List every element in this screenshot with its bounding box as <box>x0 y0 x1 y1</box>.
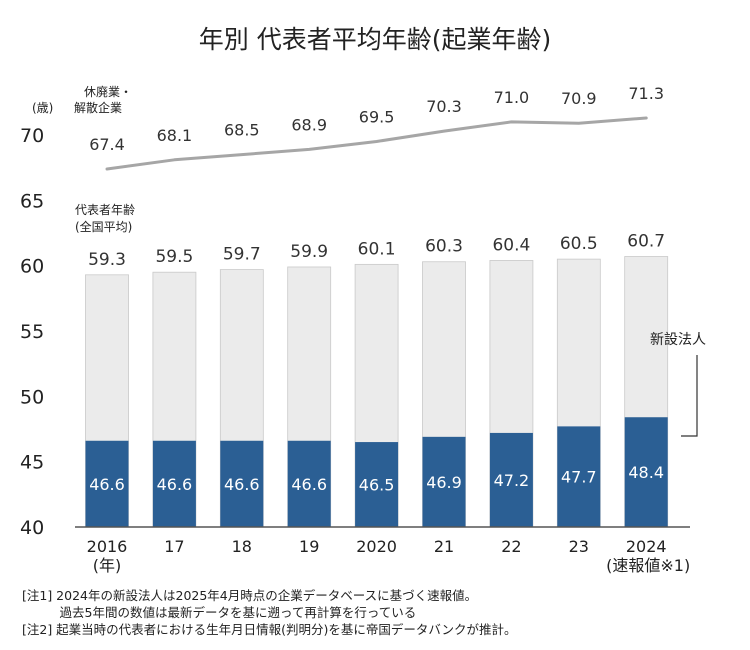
x-tick-label: 22 <box>501 537 521 556</box>
national-average-label: 59.3 <box>88 250 126 270</box>
legend-national-label: 代表者年齢 (全国平均) <box>75 202 139 234</box>
legend-closure-label: 休廃業・ 解散企業 <box>74 84 136 115</box>
legend-closure-line-1: 休廃業・ <box>84 84 132 99</box>
x-tick-label: 19 <box>299 537 319 556</box>
closure-line-label: 68.9 <box>291 115 327 134</box>
closure-line-label: 69.5 <box>359 108 395 127</box>
x-tick-sublabel: (速報値※1) <box>606 556 690 575</box>
x-tick-label: 2024 <box>626 537 667 556</box>
closure-line-path <box>105 116 648 171</box>
legend-new-corp-leader <box>681 355 698 437</box>
closure-line-label: 67.4 <box>89 135 125 154</box>
closure-line-label: 70.3 <box>426 97 462 116</box>
national-average-label: 60.7 <box>627 232 665 252</box>
closure-line-label: 68.5 <box>224 121 260 140</box>
y-tick-label: 50 <box>20 386 44 408</box>
x-tick-label: 18 <box>232 537 252 556</box>
new-corp-bars: 46.6 46.6 46.6 46.6 46.5 46.9 47.2 47.7 48.4 <box>85 417 668 527</box>
new-corp-bar <box>624 417 668 527</box>
new-corp-bar <box>489 432 533 527</box>
note-1: [注1] 2024年の新設法人は2025年4月時点の企業データベースに基づく速報… <box>22 588 478 603</box>
y-tick-label: 60 <box>20 256 44 278</box>
new-corp-bar <box>85 440 129 527</box>
national-average-label: 59.5 <box>155 247 193 267</box>
new-corp-bar <box>152 440 196 527</box>
x-tick-label: 2016 <box>87 537 128 556</box>
new-corp-label: 47.7 <box>561 468 597 487</box>
new-corp-bar <box>557 426 601 527</box>
new-corp-label: 46.9 <box>426 473 462 492</box>
national-average-label: 60.1 <box>358 239 396 259</box>
note-1-continued: 過去5年間の数値は最新データを基に遡って再計算を行っている <box>22 605 417 620</box>
new-corp-label: 46.6 <box>291 475 327 494</box>
note-2: [注2] 起業当時の代表者における生年月日情報(判明分)を基に帝国データバンクが… <box>22 622 517 637</box>
new-corp-bar <box>220 440 264 527</box>
x-tick-label: 17 <box>164 537 184 556</box>
y-tick-label: 45 <box>20 452 44 474</box>
y-tick-label: 65 <box>20 190 44 212</box>
national-average-label: 59.9 <box>290 242 328 262</box>
national-average-label: 60.3 <box>425 237 463 257</box>
new-corp-label: 46.6 <box>89 475 125 494</box>
closure-line-label: 68.1 <box>157 126 193 145</box>
y-tick-label: 40 <box>20 517 44 539</box>
new-corp-label: 48.4 <box>628 463 664 482</box>
x-tick-sublabel: (年) <box>93 556 122 575</box>
closure-line-label: 70.9 <box>561 89 597 108</box>
national-average-label: 60.4 <box>492 235 530 255</box>
closure-line-label: 71.3 <box>628 84 664 103</box>
new-corp-bar <box>287 440 331 527</box>
x-tick-label: 21 <box>434 537 454 556</box>
y-tick-label: 55 <box>20 321 44 343</box>
legend-new-corp-label: 新設法人 <box>650 332 706 348</box>
legend-closure-line-2: 解散企業 <box>74 100 122 115</box>
legend-national-line-2: (全国平均) <box>75 219 132 234</box>
new-corp-bar <box>355 442 399 527</box>
new-corp-bar <box>422 436 466 527</box>
x-tick-label: 2020 <box>356 537 397 556</box>
new-corp-label: 47.2 <box>494 471 530 490</box>
legend-national-line-1: 代表者年齢 <box>75 202 135 217</box>
new-corp-label: 46.6 <box>224 475 260 494</box>
national-average-label: 60.5 <box>560 234 598 254</box>
closure-line-label: 71.0 <box>494 88 530 107</box>
y-axis-unit: (歳) <box>32 101 53 115</box>
y-tick-label: 70 <box>20 125 44 147</box>
national-average-label: 59.7 <box>223 245 261 265</box>
footnotes: [注1] 2024年の新設法人は2025年4月時点の企業データベースに基づく速報… <box>22 587 517 638</box>
y-axis-ticks: 40 45 50 55 60 65 70 <box>20 125 44 539</box>
closure-line: 67.4 68.1 68.5 68.9 69.5 70.3 71.0 70.9 71.3 <box>89 84 664 171</box>
new-corp-label: 46.6 <box>157 475 193 494</box>
new-corp-label: 46.5 <box>359 476 395 495</box>
x-tick-label: 23 <box>569 537 589 556</box>
x-axis-ticks: 2016(年) 17 18 19 2020 21 22 23 2024(速報値※1) <box>87 537 691 575</box>
chart-title: 年別 代表者平均年齢(起業年齢) <box>199 25 551 54</box>
